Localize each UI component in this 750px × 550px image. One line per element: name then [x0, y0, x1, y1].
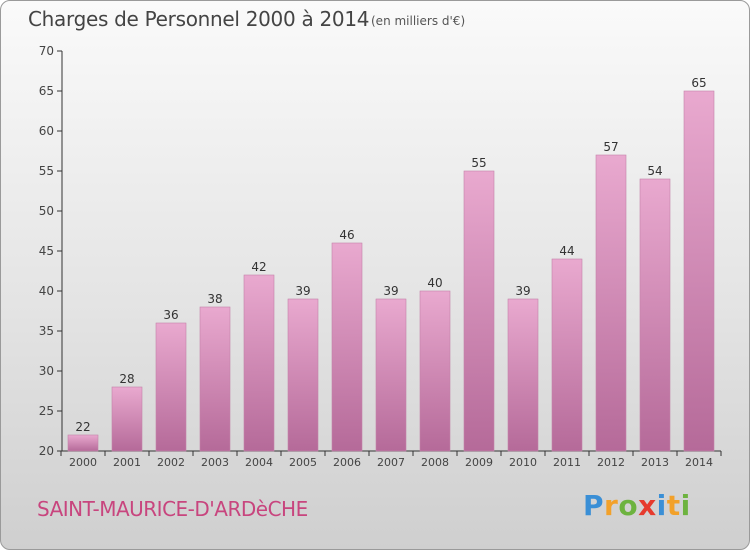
logo-letter: x [638, 489, 657, 522]
x-tick-label: 2003 [201, 456, 229, 469]
logo-letter: t [666, 489, 681, 522]
bar [463, 170, 495, 452]
bar [287, 298, 319, 452]
y-tick-label: 25 [39, 404, 54, 418]
x-tick-label: 2002 [157, 456, 185, 469]
bar-value-label: 39 [515, 284, 530, 298]
x-tick-label: 2011 [553, 456, 581, 469]
bar [243, 274, 275, 452]
logo-letter: r [604, 489, 619, 522]
bar-value-label: 42 [251, 260, 266, 274]
y-tick-label: 20 [39, 444, 54, 458]
chart-title: Charges de Personnel 2000 à 2014 [28, 7, 370, 31]
bar [507, 298, 539, 452]
x-tick-label: 2005 [289, 456, 317, 469]
bar [331, 242, 363, 452]
x-tick-label: 2012 [597, 456, 625, 469]
bar-value-label: 36 [163, 308, 178, 322]
y-tick-label: 35 [39, 324, 54, 338]
bar-value-label: 39 [295, 284, 310, 298]
chart-subtitle: (en milliers d'€) [371, 14, 466, 28]
bar [551, 258, 583, 452]
bar-value-label: 44 [559, 244, 574, 258]
logo-letter: i [656, 489, 667, 522]
bar-value-label: 39 [383, 284, 398, 298]
x-tick-label: 2006 [333, 456, 361, 469]
bar [375, 298, 407, 452]
y-tick-label: 40 [39, 284, 54, 298]
y-tick-label: 50 [39, 204, 54, 218]
bar-value-label: 57 [603, 140, 618, 154]
bar-value-label: 28 [119, 372, 134, 386]
logo-letter: P [583, 489, 605, 522]
bar-value-label: 40 [427, 276, 442, 290]
bar [67, 434, 99, 452]
x-tick-label: 2007 [377, 456, 405, 469]
y-tick-label: 30 [39, 364, 54, 378]
proxiti-logo: Proxiti [583, 489, 691, 522]
x-tick-label: 2000 [69, 456, 97, 469]
logo-letter: o [618, 489, 639, 522]
bar [199, 306, 231, 452]
bar-value-label: 22 [75, 420, 90, 434]
y-tick-label: 65 [39, 84, 54, 98]
x-tick-label: 2001 [113, 456, 141, 469]
bar [155, 322, 187, 452]
x-tick-label: 2014 [685, 456, 713, 469]
bar-value-label: 38 [207, 292, 222, 306]
bar [639, 178, 671, 452]
commune-name: SAINT-MAURICE-D'ARDèCHE [37, 497, 308, 521]
bar-value-label: 54 [647, 164, 662, 178]
x-tick-label: 2008 [421, 456, 449, 469]
x-tick-label: 2010 [509, 456, 537, 469]
logo-letter: i [680, 489, 691, 522]
y-tick-label: 70 [39, 44, 54, 58]
bar [595, 154, 627, 452]
bar-value-label: 55 [471, 156, 486, 170]
y-tick-label: 55 [39, 164, 54, 178]
bar-value-label: 65 [691, 76, 706, 90]
x-tick-label: 2013 [641, 456, 669, 469]
bar [111, 386, 143, 452]
bar [419, 290, 451, 452]
x-tick-label: 2009 [465, 456, 493, 469]
y-tick-label: 45 [39, 244, 54, 258]
bar [683, 90, 715, 452]
y-tick-label: 60 [39, 124, 54, 138]
x-tick-label: 2004 [245, 456, 273, 469]
bar-value-label: 46 [339, 228, 354, 242]
